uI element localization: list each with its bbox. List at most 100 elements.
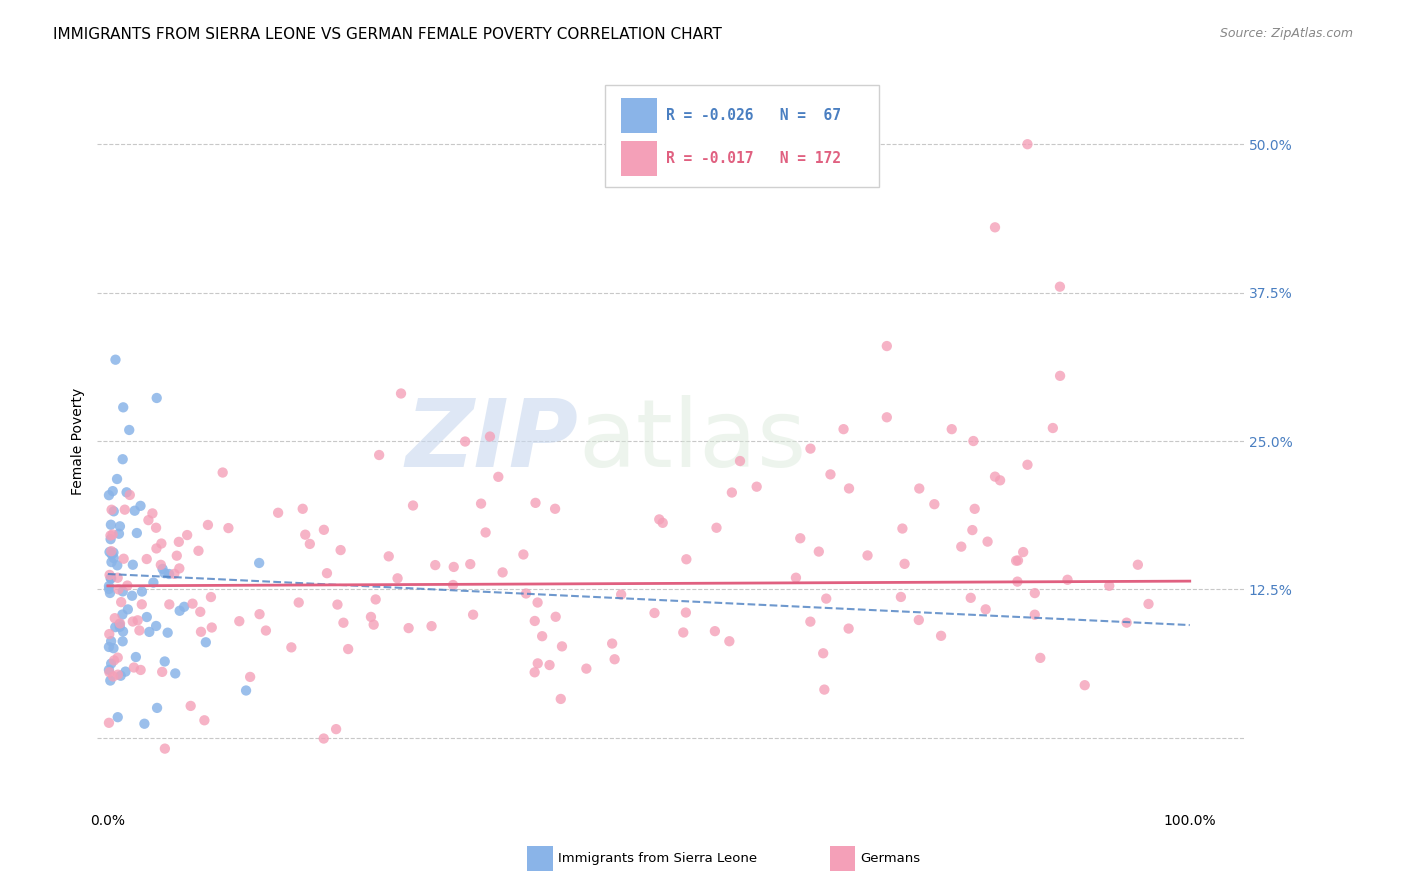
Point <box>1007 553 1029 567</box>
Point <box>239 670 262 684</box>
Point <box>550 692 572 706</box>
Point <box>111 607 134 622</box>
Point <box>141 507 163 521</box>
Point <box>103 551 125 566</box>
Point <box>124 504 146 518</box>
Point <box>962 523 984 537</box>
Point <box>201 620 224 634</box>
Text: atlas: atlas <box>579 395 807 487</box>
Point <box>337 642 360 657</box>
Point <box>454 434 477 449</box>
Point <box>316 566 339 581</box>
Text: R = -0.026   N =  67: R = -0.026 N = 67 <box>666 108 841 123</box>
Point <box>644 606 666 620</box>
Point <box>100 571 122 585</box>
Point <box>924 497 946 511</box>
Point <box>97 663 120 677</box>
Point <box>107 710 129 724</box>
Point <box>103 641 125 656</box>
Point <box>169 604 191 618</box>
Point <box>1024 586 1046 600</box>
Point <box>100 634 122 648</box>
Point <box>111 584 134 599</box>
Point <box>294 527 316 541</box>
Point <box>100 517 122 532</box>
Point <box>856 549 879 563</box>
Point <box>156 625 179 640</box>
Point <box>181 597 204 611</box>
Point <box>176 528 198 542</box>
Point <box>807 544 830 558</box>
Point <box>128 624 150 638</box>
Point <box>893 557 915 571</box>
Point <box>138 624 160 639</box>
Point <box>974 602 997 616</box>
Y-axis label: Female Poverty: Female Poverty <box>72 387 86 495</box>
Point <box>108 617 131 632</box>
Point <box>526 657 548 671</box>
Point <box>118 423 141 437</box>
Text: Germans: Germans <box>860 852 921 864</box>
Point <box>1012 545 1035 559</box>
Point <box>108 616 131 631</box>
Point <box>105 558 128 573</box>
Point <box>114 665 136 679</box>
Point <box>197 518 219 533</box>
Point <box>103 546 125 560</box>
Point <box>115 485 138 500</box>
Point <box>98 545 121 559</box>
Point <box>789 531 811 545</box>
Point <box>959 591 981 605</box>
Point <box>254 624 277 638</box>
Point <box>153 741 176 756</box>
Point <box>152 562 174 576</box>
Point <box>651 516 673 530</box>
Point <box>1042 421 1064 435</box>
Point <box>111 634 134 648</box>
Point <box>135 610 157 624</box>
Point <box>150 665 173 679</box>
Point <box>298 537 321 551</box>
Point <box>1073 678 1095 692</box>
Point <box>117 602 139 616</box>
Point <box>377 549 399 564</box>
Point <box>312 731 335 746</box>
Point <box>108 519 131 533</box>
Point <box>838 482 860 496</box>
Point <box>364 592 387 607</box>
Point <box>402 499 425 513</box>
Point <box>398 621 420 635</box>
Point <box>962 434 984 448</box>
Point <box>98 586 121 600</box>
Point <box>478 429 501 443</box>
Point <box>142 575 165 590</box>
Point <box>531 629 554 643</box>
Point <box>104 611 127 625</box>
Point <box>107 571 129 585</box>
Point <box>100 544 122 558</box>
Point <box>799 442 821 456</box>
Point <box>441 578 464 592</box>
Point <box>929 629 952 643</box>
Point <box>470 497 492 511</box>
Point <box>145 521 167 535</box>
Point <box>512 548 534 562</box>
Point <box>228 614 250 628</box>
Point <box>100 548 122 562</box>
Point <box>98 627 121 641</box>
Point <box>107 667 129 681</box>
Point <box>100 502 122 516</box>
Point <box>368 448 391 462</box>
Point <box>104 352 127 367</box>
Point <box>648 512 671 526</box>
Point <box>108 526 131 541</box>
Point <box>134 716 156 731</box>
Point <box>675 552 697 566</box>
Point <box>1126 558 1149 572</box>
Point <box>907 613 929 627</box>
Point <box>491 566 513 580</box>
Point <box>110 595 132 609</box>
Point <box>103 813 125 827</box>
Point <box>461 607 484 622</box>
Point <box>131 584 153 599</box>
